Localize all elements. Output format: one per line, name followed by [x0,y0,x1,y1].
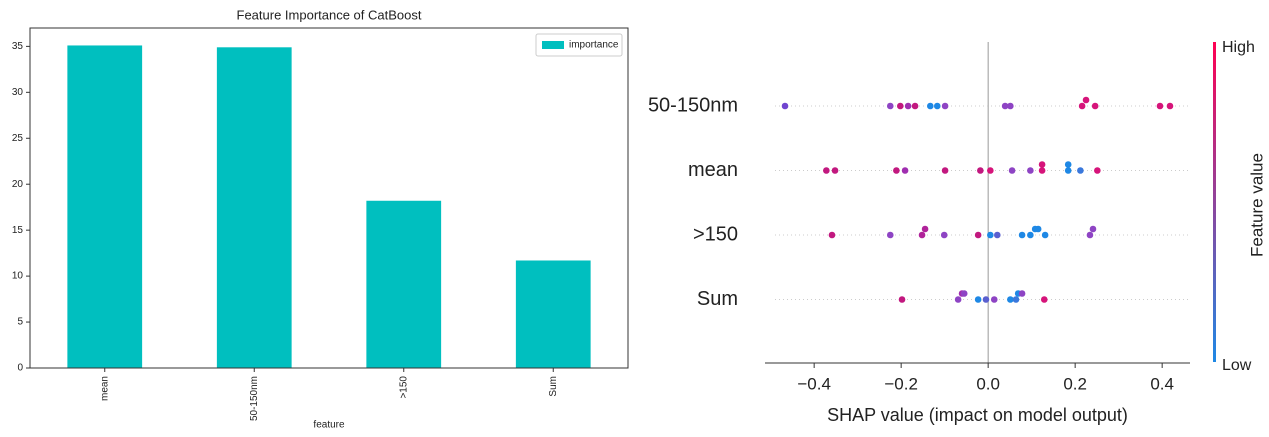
x-tick-label: 50-150nm [249,376,260,421]
shap-point [1077,167,1084,174]
shap-point [1064,167,1072,174]
y-tick-label: 15 [12,225,24,236]
shap-point [1007,102,1014,110]
x-tick-label: Sum [548,376,559,397]
y-tick-label: Sum [697,288,738,310]
shap-point [1018,231,1026,239]
shap-point [941,167,949,174]
shap-point [1091,102,1099,110]
colorbar-high: High [1222,39,1255,56]
x-tick-label: −0.2 [884,374,918,393]
shap-point [918,231,926,239]
x-tick-label: >150 [398,376,409,399]
x-axis-label: SHAP value (impact on model output) [827,405,1128,425]
x-tick-label: −0.4 [797,374,831,393]
shap-point [823,167,830,174]
plot-frame [29,27,629,369]
bar [366,200,442,368]
y-tick-label: 50-150nm [648,94,738,116]
colorbar-label: Feature value [1247,153,1266,257]
y-tick-label: >150 [693,223,738,245]
legend-label: importance [569,40,619,51]
shap-point [886,231,894,239]
shap-point [1001,102,1009,110]
shap-point [933,102,941,110]
y-tick-label: 35 [12,41,24,52]
chart-title: Feature Importance of CatBoost [237,7,422,22]
shap-point [893,167,900,174]
shap-point [896,102,904,110]
y-tick-label: 30 [12,87,24,98]
shap-point [781,102,789,110]
shap-point [1094,167,1101,174]
x-tick-label: mean [99,376,110,401]
y-tick-label: 10 [12,271,24,282]
shap-point [987,167,994,174]
x-axis-label: feature [313,420,345,431]
shap-point [1078,102,1086,110]
shap-point [974,231,982,239]
y-tick-label: 25 [12,133,24,144]
y-tick-label: 20 [12,179,24,190]
shap-point [1027,231,1034,239]
shap-point [1008,167,1016,174]
shap-point [974,296,982,303]
shap-point [886,102,894,110]
shap-point [1041,231,1049,239]
shap-point [1040,296,1048,303]
shap-point [990,296,998,303]
shap-point [960,290,968,297]
shap-point [904,102,912,110]
shap-point [1038,167,1046,174]
y-tick-label: 5 [17,317,23,328]
shap-point [940,231,948,239]
shap-point [1018,290,1026,297]
shap-point [1089,225,1097,233]
x-tick-label: 0.2 [1063,374,1087,393]
y-tick-label: mean [688,159,738,181]
shap-point [1086,231,1094,239]
shap-point [911,102,919,110]
bar [216,47,292,368]
shap-point [901,167,909,174]
x-tick-label: 0.0 [976,374,1000,393]
shap-point [941,102,949,110]
shap-point [1166,102,1174,110]
colorbar-low: Low [1222,357,1252,374]
shap-point [977,167,984,174]
shap-point [954,296,962,303]
shap-point [898,296,906,303]
shap-point [927,102,934,110]
shap-point [1012,296,1020,303]
shap-point [1007,296,1014,303]
shap-point [1034,225,1042,233]
colorbar [1213,42,1216,362]
shap-point [1156,102,1164,110]
shap-point [982,296,990,303]
shap-point [1038,161,1046,168]
bar [515,260,591,368]
shap-point [831,167,839,174]
shap-point [993,231,1001,239]
shap-point [987,231,994,239]
bar [67,45,143,368]
shap-point [1027,167,1034,174]
shap-point [1064,161,1072,168]
shap-point [1082,96,1090,104]
y-tick-label: 0 [17,363,23,374]
legend-swatch [542,41,564,49]
legend-box [535,33,623,57]
shap-point [921,225,929,233]
shap-point [828,231,836,239]
x-tick-label: 0.4 [1150,374,1174,393]
